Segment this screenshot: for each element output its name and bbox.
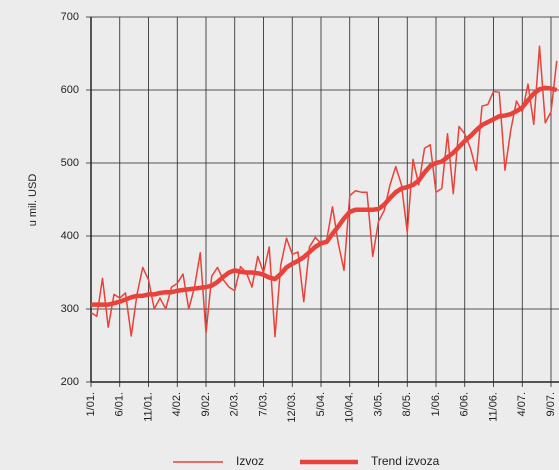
- x-tick-label: 7/03.: [257, 392, 269, 416]
- y-tick-label: 200: [61, 376, 79, 388]
- y-axis-label: u mil. USD: [27, 174, 39, 227]
- legend-label: Trend izvoza: [371, 454, 440, 468]
- x-tick-label: 5/04.: [315, 392, 327, 416]
- series-line: [91, 85, 558, 307]
- x-tick-label: 11/06.: [487, 392, 499, 422]
- y-tick-label: 600: [61, 84, 79, 96]
- y-tick-label: 500: [61, 157, 79, 169]
- x-tick-label: 1/01.: [85, 392, 97, 416]
- x-tick-label: 11/01.: [142, 392, 154, 422]
- x-tick-label: 6/01.: [114, 392, 126, 416]
- x-tick-label: 8/05.: [401, 392, 413, 416]
- x-tick-label: 4/07.: [516, 392, 528, 416]
- y-tick-label: 400: [61, 230, 79, 242]
- x-tick-label: 4/02.: [171, 392, 183, 416]
- x-tick-label: 1/06.: [430, 392, 442, 416]
- x-tick-label: 2/03.: [229, 392, 241, 416]
- x-tick-label: 6/06.: [459, 392, 471, 416]
- y-tick-label: 300: [61, 303, 79, 315]
- x-tick-label: 9/07.: [545, 392, 557, 416]
- x-tick-label: 10/04.: [344, 392, 356, 423]
- y-tick-label: 700: [61, 11, 79, 23]
- x-tick-label: 12/03.: [286, 392, 298, 423]
- x-tick-label: 3/05.: [372, 392, 384, 416]
- legend-label: Izvoz: [236, 454, 264, 468]
- x-tick-label: 9/02.: [200, 392, 212, 416]
